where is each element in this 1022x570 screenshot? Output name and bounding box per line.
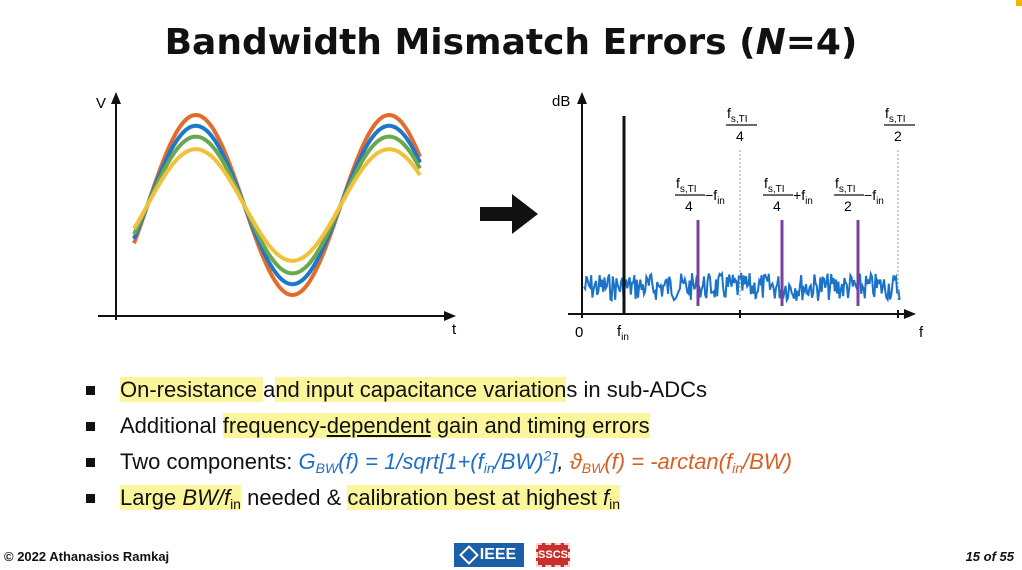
- svg-text:fs,TI: fs,TI: [676, 175, 697, 195]
- spur-label-3: fs,TI 2 −fin: [834, 175, 884, 214]
- f-axis-arrow-icon: [904, 309, 916, 319]
- page-title: Bandwidth Mismatch Errors (N=4): [164, 22, 858, 63]
- ieee-logo-icon: IEEE: [454, 543, 524, 567]
- waveform-plot: V t: [96, 92, 457, 338]
- f-axis-label: f: [919, 324, 924, 341]
- svg-text:−fin: −fin: [864, 187, 884, 207]
- page-number: 15 of 55: [965, 549, 1014, 564]
- copyright-text: © 2022 Athanasios Ramkaj: [4, 549, 170, 564]
- svg-text:fs,TI: fs,TI: [727, 105, 748, 125]
- svg-text:fs,TI: fs,TI: [885, 105, 906, 125]
- sine-wave-4: [132, 147, 422, 263]
- svg-text:fs,TI: fs,TI: [764, 175, 785, 195]
- sine-wave-1: [132, 112, 422, 298]
- sine-wave-2: [132, 123, 422, 287]
- v-axis-arrow-icon: [111, 92, 121, 104]
- svg-text:+fin: +fin: [793, 187, 813, 207]
- t-axis-label: t: [452, 321, 457, 338]
- marker-half: fs,TI 2: [884, 105, 915, 144]
- marker-quarter: fs,TI 4: [726, 105, 757, 144]
- origin-label: 0: [575, 324, 583, 341]
- svg-text:4: 4: [685, 198, 693, 214]
- spur-label-1: fs,TI 4 −fin: [675, 175, 725, 214]
- bullet-2: Additional frequency-dependent gain and …: [82, 408, 792, 444]
- svg-text:4: 4: [736, 128, 744, 144]
- noise-floor: [583, 270, 901, 304]
- db-axis-label: dB: [552, 93, 570, 110]
- sscs-logo-icon: SSCS: [536, 543, 570, 567]
- svg-text:−fin: −fin: [705, 187, 725, 207]
- v-axis-label: V: [96, 95, 106, 112]
- bullet-4: Large BW/fin needed & calibration best a…: [82, 480, 792, 516]
- fin-label: fin: [617, 323, 629, 343]
- svg-text:4: 4: [773, 198, 781, 214]
- t-axis-arrow-icon: [444, 311, 456, 321]
- spectrum-plot: dB f 0 fin fs,TI 4 fs,TI 2 fs,TI 4: [552, 92, 924, 343]
- spur-label-2: fs,TI 4 +fin: [763, 175, 813, 214]
- bullet-list: On-resistance and input capacitance vari…: [82, 372, 792, 516]
- bullet-1: On-resistance and input capacitance vari…: [82, 372, 792, 408]
- db-axis-arrow-icon: [577, 92, 587, 104]
- right-arrow-icon: [480, 194, 538, 234]
- svg-text:2: 2: [894, 128, 902, 144]
- corner-mark: [1016, 0, 1022, 6]
- sine-wave-3: [132, 134, 422, 276]
- svg-text:2: 2: [844, 198, 852, 214]
- bullet-3: Two components: GBW(f) = 1/sqrt[1+(fin/B…: [82, 444, 792, 480]
- svg-text:fs,TI: fs,TI: [835, 175, 856, 195]
